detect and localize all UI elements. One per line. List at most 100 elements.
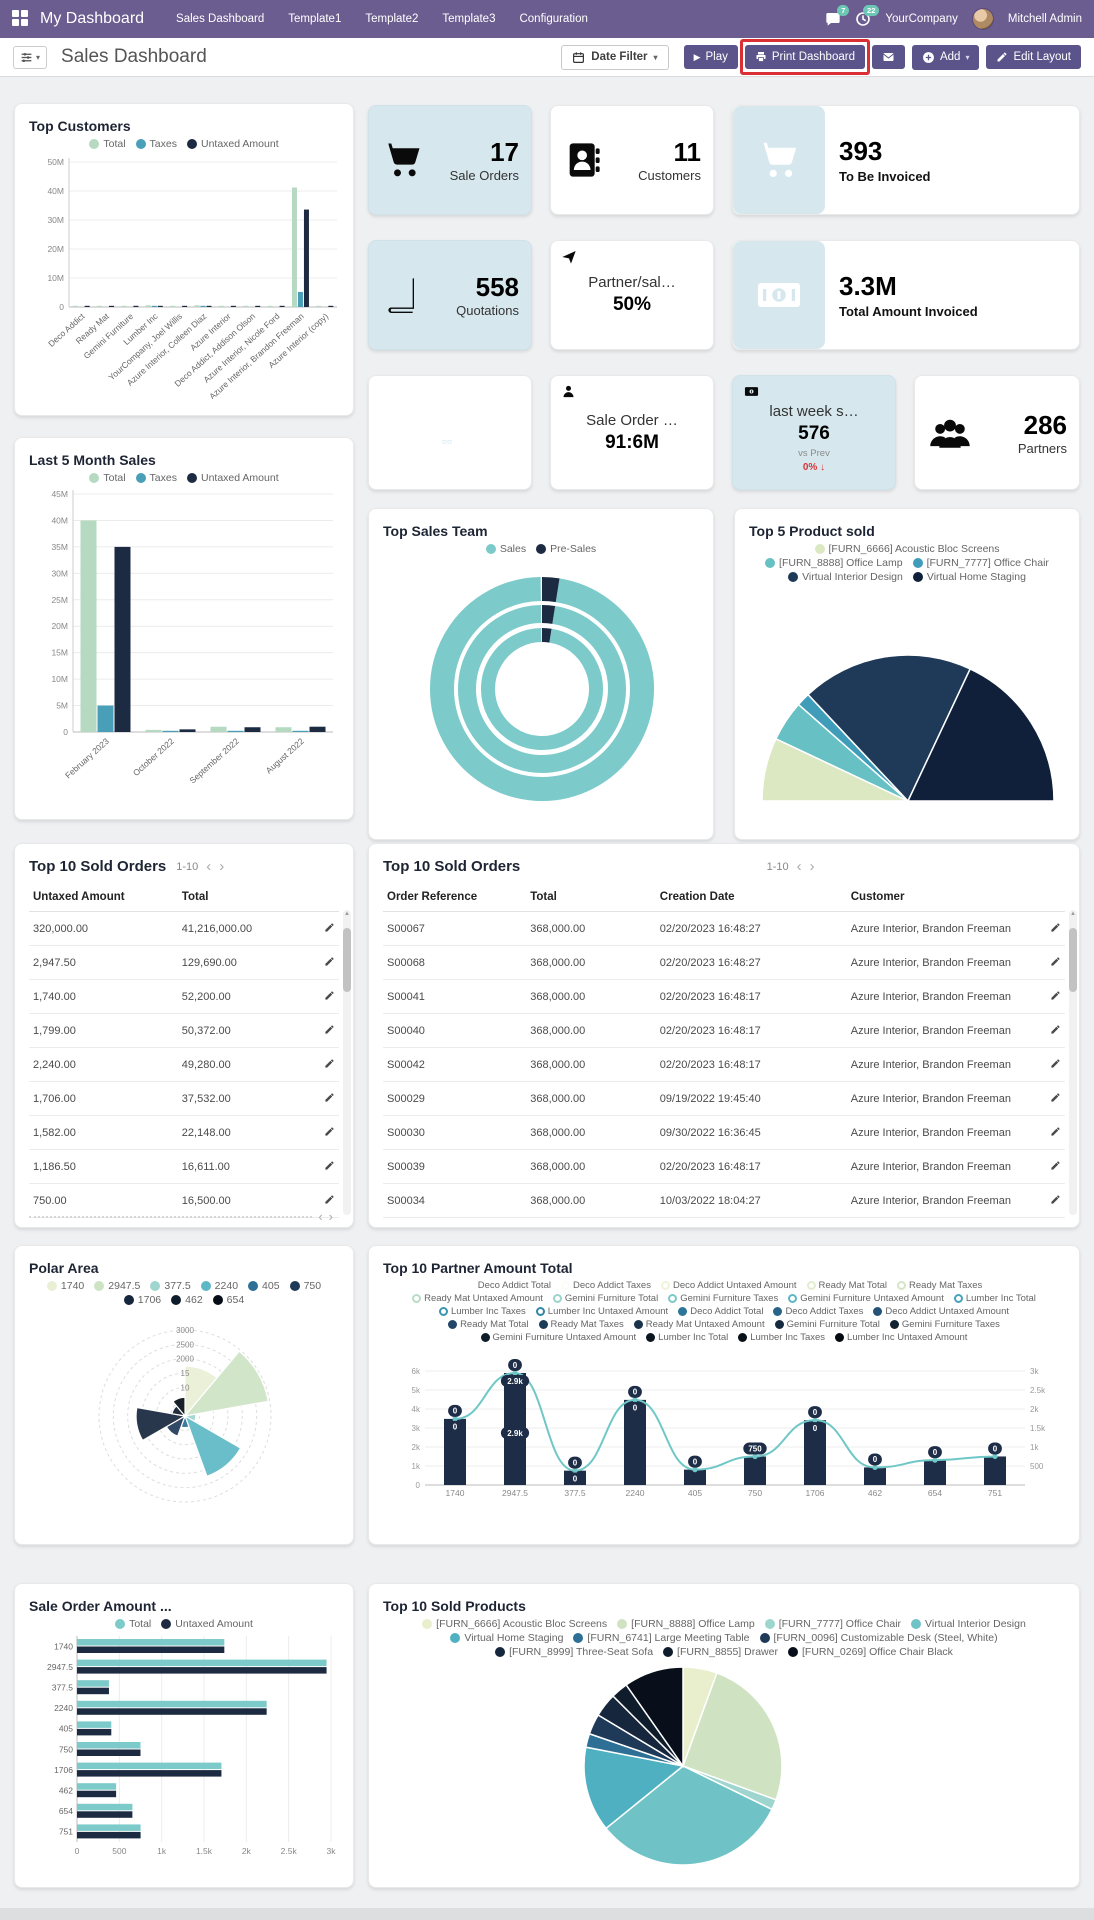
table-row[interactable]: 2,947.50 129,690.00: [29, 945, 339, 980]
table-row[interactable]: S00029 368,000.00 09/19/2022 19:45:40 Azure…: [383, 1081, 1065, 1116]
legend-item[interactable]: Total: [89, 138, 126, 150]
legend-item[interactable]: Sales: [485, 543, 526, 555]
legend-item[interactable]: [FURN_0096] Customizable Desk (Steel, Wh…: [759, 1632, 998, 1644]
legend-item[interactable]: Untaxed Amount: [161, 1618, 253, 1630]
table-row[interactable]: 750.00 16,500.00: [29, 1183, 339, 1218]
page-next-icon[interactable]: ›: [219, 858, 225, 875]
legend-item[interactable]: Lumber Inc Untaxed Amount: [835, 1332, 967, 1343]
column-header[interactable]: Order Reference: [383, 883, 527, 912]
table-row[interactable]: S00042 368,000.00 02/20/2023 16:48:17 Azure…: [383, 1047, 1065, 1082]
print-dashboard-button[interactable]: Print Dashboard: [744, 45, 865, 69]
table-row[interactable]: 1,186.50 16,611.00: [29, 1149, 339, 1184]
edit-row-button[interactable]: [1037, 1047, 1065, 1082]
legend-item[interactable]: Gemini Furniture Taxes: [889, 1319, 1000, 1330]
legend-item[interactable]: [FURN_8999] Three-Seat Sofa: [495, 1646, 653, 1658]
kpi-sale-order-avg[interactable]: Sale Order … 91:6M: [550, 375, 714, 490]
legend-item[interactable]: 1740: [46, 1280, 84, 1292]
menu-template2[interactable]: Template2: [365, 13, 419, 25]
edit-row-button[interactable]: [314, 911, 339, 946]
table-row[interactable]: S00068 368,000.00 02/20/2023 16:48:27 Azure…: [383, 945, 1065, 980]
edit-row-button[interactable]: [314, 1047, 339, 1082]
table-row[interactable]: S00034 368,000.00 10/03/2022 18:04:27 Azure…: [383, 1183, 1065, 1218]
activities-clock-icon[interactable]: 22: [855, 5, 880, 27]
legend-item[interactable]: [FURN_8855] Drawer: [663, 1646, 778, 1658]
legend-item[interactable]: 750: [289, 1280, 321, 1292]
legend-item[interactable]: Ready Mat Total: [806, 1280, 887, 1291]
menu-template1[interactable]: Template1: [288, 13, 342, 25]
legend-item[interactable]: Ready Mat Total: [448, 1319, 529, 1330]
legend-item[interactable]: Taxes: [135, 138, 177, 150]
edit-row-button[interactable]: [1037, 1013, 1065, 1048]
legend-item[interactable]: Gemini Furniture Total: [774, 1319, 880, 1330]
legend-item[interactable]: Virtual Interior Design: [788, 571, 903, 583]
legend-item[interactable]: Total: [89, 472, 126, 484]
legend-item[interactable]: Virtual Home Staging: [450, 1632, 563, 1644]
table-row[interactable]: S00040 368,000.00 02/20/2023 16:48:17 Azure…: [383, 1013, 1065, 1048]
legend-item[interactable]: Deco Addict Untaxed Amount: [873, 1306, 1009, 1317]
legend-item[interactable]: Ready Mat Taxes: [538, 1319, 624, 1330]
column-header[interactable]: Customer: [846, 883, 1038, 912]
legend-item[interactable]: Untaxed Amount: [186, 472, 279, 484]
legend-item[interactable]: Total: [115, 1618, 151, 1630]
legend-item[interactable]: Deco Addict Untaxed Amount: [660, 1280, 797, 1291]
user-avatar[interactable]: [971, 8, 994, 30]
legend-item[interactable]: [FURN_8888] Office Lamp: [765, 557, 903, 569]
edit-row-button[interactable]: [314, 1081, 339, 1116]
table-row[interactable]: 1,799.00 50,372.00: [29, 1013, 339, 1048]
kpi-partners[interactable]: 286 Partners: [914, 375, 1080, 490]
legend-item[interactable]: 654: [212, 1294, 244, 1306]
kpi-last-week-sales[interactable]: last week s… 576 vs Prev 0% ↓: [732, 375, 896, 490]
legend-item[interactable]: 405: [248, 1280, 280, 1292]
table-row[interactable]: 320,000.00 41,216,000.00: [29, 911, 339, 946]
company-switcher[interactable]: YourCompany: [885, 13, 958, 25]
kpi-sale-orders[interactable]: 17 Sale Orders: [368, 105, 532, 215]
menu-configuration[interactable]: Configuration: [519, 13, 588, 25]
legend-item[interactable]: Ready Mat Taxes: [897, 1280, 982, 1291]
table-row[interactable]: 1,706.00 37,532.00: [29, 1081, 339, 1116]
user-name[interactable]: Mitchell Admin: [1007, 13, 1082, 25]
legend-item[interactable]: [FURN_8888] Office Lamp: [617, 1618, 755, 1630]
kpi-total-amount-invoiced[interactable]: 3.3M Total Amount Invoiced: [732, 240, 1080, 350]
table-row[interactable]: S00067 368,000.00 02/20/2023 16:48:27 Azure…: [383, 911, 1065, 946]
legend-item[interactable]: Gemini Furniture Total: [552, 1293, 658, 1304]
legend-item[interactable]: Virtual Interior Design: [911, 1618, 1026, 1630]
column-header[interactable]: Total: [177, 883, 315, 912]
legend-item[interactable]: [FURN_7777] Office Chair: [912, 557, 1049, 569]
edit-row-button[interactable]: [314, 1149, 339, 1184]
vertical-scrollbar[interactable]: ▲: [343, 910, 351, 1215]
table-row[interactable]: S00039 368,000.00 02/20/2023 16:48:17 Azure…: [383, 1149, 1065, 1184]
favorites-filter-button[interactable]: ▾: [13, 45, 48, 69]
column-header[interactable]: Untaxed Amount: [29, 883, 178, 912]
legend-item[interactable]: Untaxed Amount: [186, 138, 279, 150]
legend-item[interactable]: Gemini Furniture Taxes: [668, 1293, 778, 1304]
column-header[interactable]: Total: [526, 883, 656, 912]
legend-item[interactable]: Deco Addict Taxes: [560, 1280, 651, 1291]
legend-item[interactable]: Ready Mat Untaxed Amount: [633, 1319, 765, 1330]
legend-item[interactable]: 2947.5: [94, 1280, 140, 1292]
kpi-empty[interactable]: ▫▫: [368, 375, 532, 490]
legend-item[interactable]: [FURN_6666] Acoustic Bloc Screens: [814, 543, 1000, 555]
column-header[interactable]: Creation Date: [655, 883, 847, 912]
legend-item[interactable]: Lumber Inc Taxes: [738, 1332, 825, 1343]
legend-item[interactable]: Virtual Home Staging: [912, 571, 1026, 583]
messages-icon[interactable]: 7: [825, 5, 850, 27]
edit-row-button[interactable]: [314, 945, 339, 980]
edit-row-button[interactable]: [1037, 1081, 1065, 1116]
table-row[interactable]: S00041 368,000.00 02/20/2023 16:48:17 Azure…: [383, 979, 1065, 1014]
table-row[interactable]: 1,582.00 22,148.00: [29, 1115, 339, 1150]
legend-item[interactable]: Taxes: [135, 472, 177, 484]
edit-row-button[interactable]: [1037, 945, 1065, 980]
legend-item[interactable]: Deco Addict Total: [678, 1306, 763, 1317]
play-button[interactable]: ▶ Play: [683, 45, 738, 69]
legend-item[interactable]: Ready Mat Untaxed Amount: [412, 1293, 543, 1304]
legend-item[interactable]: 462: [171, 1294, 203, 1306]
edit-row-button[interactable]: [314, 1183, 339, 1218]
kpi-partner-ratio[interactable]: Partner/sal… 50%: [550, 240, 714, 350]
vertical-scrollbar[interactable]: ▲: [1069, 910, 1077, 1215]
legend-item[interactable]: Lumber Inc Untaxed Amount: [535, 1306, 668, 1317]
kpi-quotations[interactable]: 558 Quotations: [368, 240, 532, 350]
legend-item[interactable]: Gemini Furniture Untaxed Amount: [480, 1332, 636, 1343]
legend-item[interactable]: Deco Addict Taxes: [773, 1306, 863, 1317]
legend-item[interactable]: Lumber Inc Taxes: [438, 1306, 526, 1317]
edit-row-button[interactable]: [1037, 911, 1065, 946]
